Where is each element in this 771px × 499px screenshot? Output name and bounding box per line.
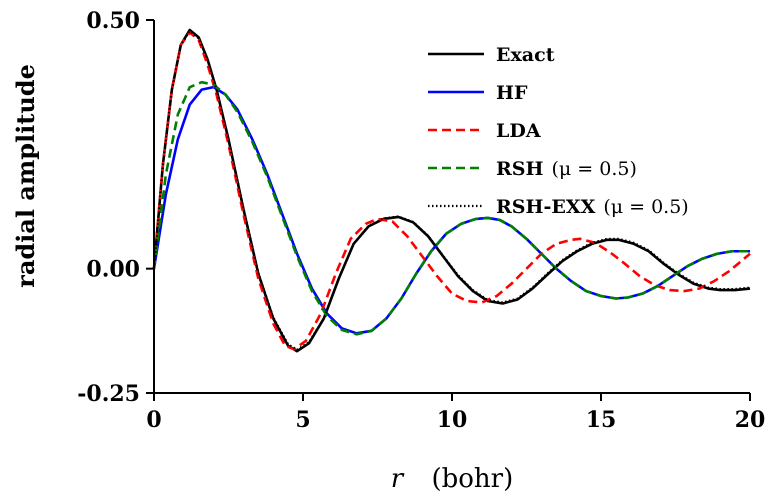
legend-label: RSH-EXX (μ = 0.5): [496, 196, 689, 218]
y-tick-label: -0.25: [77, 381, 140, 407]
series-line-rsh-exx: [152, 29, 751, 351]
y-axis-label: radial amplitude: [11, 64, 40, 288]
series-line-exact: [152, 28, 751, 353]
legend-label: HF: [496, 82, 528, 104]
series-line-rsh: [152, 80, 750, 336]
series-line-lda: [152, 31, 751, 351]
legend: Exact HF LDA RSH (μ = 0.5) RSH-EXX (μ = 0.5): [428, 44, 689, 218]
x-axis-label: r (bohr): [391, 464, 513, 494]
tick-marks: [146, 19, 751, 401]
legend-label-param: (μ = 0.5): [603, 196, 688, 218]
x-tick-label: 5: [295, 407, 310, 433]
legend-label-param: (μ = 0.5): [551, 158, 636, 180]
x-tick-label: 10: [437, 407, 468, 433]
x-tick-label: 20: [735, 407, 766, 433]
series-layer: [152, 28, 751, 353]
x-tick-label: 15: [586, 407, 617, 433]
x-tick-label: 0: [146, 407, 161, 433]
y-tick-label: 0.00: [86, 257, 140, 283]
x-axis-symbol: r: [391, 464, 405, 494]
legend-label: Exact: [496, 44, 555, 66]
y-tick-label: 0.50: [86, 8, 140, 34]
tick-labels: 0 5 10 15 20 -0.25 0.00 0.50: [77, 8, 765, 433]
legend-label: RSH (μ = 0.5): [496, 158, 637, 180]
x-axis-unit: (bohr): [431, 464, 513, 494]
legend-label: LDA: [496, 120, 541, 142]
